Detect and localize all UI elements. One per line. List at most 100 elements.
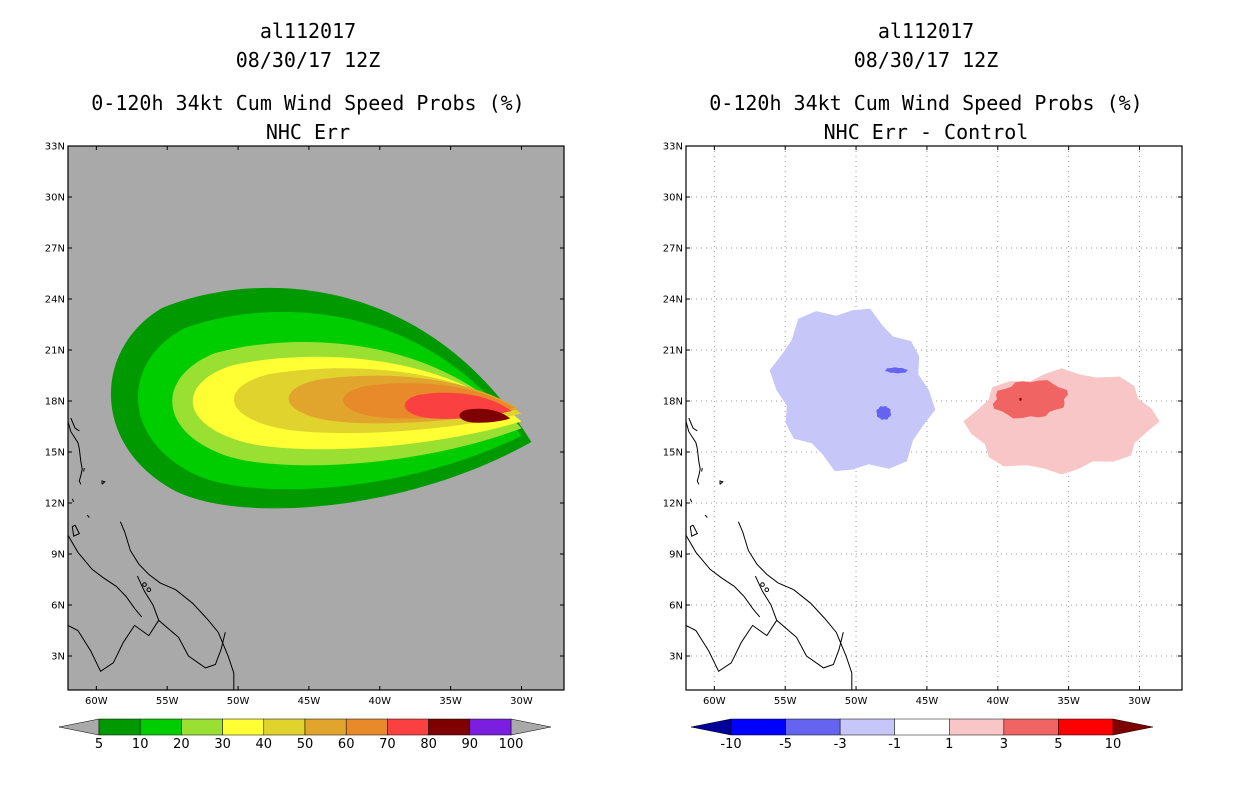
left-storm-id: al112017 bbox=[259, 19, 357, 43]
colorbar-label: 90 bbox=[462, 737, 479, 752]
colorbar-max-arrow bbox=[510, 718, 552, 736]
colorbar-label: 60 bbox=[338, 737, 355, 752]
colorbar-label: -3 bbox=[834, 737, 847, 752]
colorbar-swatch bbox=[469, 718, 512, 736]
colorbar-swatch bbox=[730, 718, 786, 736]
colorbar-label: 70 bbox=[379, 737, 396, 752]
colorbar-swatch bbox=[428, 718, 471, 736]
coastline bbox=[754, 575, 844, 669]
coastline bbox=[71, 524, 80, 537]
x-tick-label: 55W bbox=[156, 696, 179, 707]
left-map-panel: 60W 55W 50W 45W 40W 35W 30W 33N 30N 27N 24N 21N 18N 1… bbox=[45, 142, 565, 707]
colorbar-swatch bbox=[98, 718, 141, 736]
y-tick-label: 30N bbox=[45, 193, 65, 204]
x-tick-label: 40W bbox=[368, 696, 391, 707]
left-map-frame bbox=[67, 145, 565, 691]
lake-outline bbox=[760, 582, 765, 587]
colorbar-swatch bbox=[894, 718, 950, 736]
lake-outline bbox=[764, 587, 770, 593]
colorbar-swatch bbox=[1058, 718, 1114, 736]
colorbar-label: -5 bbox=[779, 737, 792, 752]
x-tick-label: 35W bbox=[439, 696, 462, 707]
colorbar-swatch bbox=[949, 718, 1005, 736]
coastline bbox=[119, 521, 235, 690]
right-map-panel: 60W 55W 50W 45W 40W 35W 30W 33N 30N 27N 24N 21N 18N 1… bbox=[663, 142, 1183, 707]
contour-80 bbox=[459, 408, 511, 423]
y-tick-label: 3N bbox=[669, 652, 683, 663]
colorbar-min-arrow bbox=[690, 718, 732, 736]
lake-outline bbox=[142, 582, 147, 587]
x-tick-label: 45W bbox=[298, 696, 321, 707]
y-tick-label: 21N bbox=[663, 346, 683, 357]
y-tick-label: 21N bbox=[45, 346, 65, 357]
colorbar-label: 50 bbox=[297, 737, 314, 752]
coastline bbox=[686, 421, 701, 485]
right-storm-id: al112017 bbox=[877, 19, 975, 43]
colorbar-label: 3 bbox=[1000, 737, 1008, 752]
y-tick-label: 6N bbox=[669, 601, 683, 612]
colorbar-swatch bbox=[139, 718, 182, 736]
coastline bbox=[68, 535, 143, 618]
y-tick-label: 24N bbox=[45, 295, 65, 306]
y-tick-label: 18N bbox=[45, 397, 65, 408]
colorbar-label: -10 bbox=[720, 737, 741, 752]
x-tick-label: 60W bbox=[85, 696, 108, 707]
coastline bbox=[688, 417, 698, 432]
colorbar-swatch bbox=[1003, 718, 1059, 736]
colorbar-label: 1 bbox=[945, 737, 953, 752]
coastline bbox=[686, 535, 761, 618]
y-tick-label: 12N bbox=[663, 499, 683, 510]
x-tick-label: 50W bbox=[845, 696, 868, 707]
right-title: 0-120h 34kt Cum Wind Speed Probs (%) bbox=[709, 91, 1143, 115]
y-tick-label: 6N bbox=[51, 601, 65, 612]
x-tick-label: 50W bbox=[227, 696, 250, 707]
x-tick-label: 30W bbox=[1128, 696, 1151, 707]
y-tick-label: 15N bbox=[45, 448, 65, 459]
y-tick-label: 18N bbox=[663, 397, 683, 408]
colorbar-swatch bbox=[345, 718, 388, 736]
y-tick-label: 30N bbox=[663, 193, 683, 204]
right-colorbar: -10 -5 -3 -1 1 3 5 10 bbox=[690, 718, 1154, 752]
right-map-frame bbox=[685, 145, 1183, 691]
colorbar-label: 20 bbox=[173, 737, 190, 752]
coastline bbox=[136, 575, 226, 669]
coastline bbox=[701, 467, 703, 472]
y-tick-label: 12N bbox=[45, 499, 65, 510]
coastline bbox=[689, 524, 698, 537]
y-tick-label: 24N bbox=[663, 295, 683, 306]
coastline bbox=[86, 514, 90, 518]
y-tick-label: 3N bbox=[51, 652, 65, 663]
colorbar-swatch bbox=[181, 718, 223, 736]
colorbar-label: 30 bbox=[214, 737, 231, 752]
difference-region--3 bbox=[876, 405, 892, 420]
y-tick-label: 15N bbox=[663, 448, 683, 459]
colorbar-label: 10 bbox=[1105, 737, 1122, 752]
coastline bbox=[686, 620, 778, 673]
coastline bbox=[704, 514, 708, 518]
y-tick-label: 27N bbox=[663, 244, 683, 255]
difference-region-3 bbox=[992, 380, 1068, 419]
coastline bbox=[689, 498, 693, 503]
colorbar-max-arrow bbox=[1112, 718, 1154, 736]
y-tick-label: 33N bbox=[45, 142, 65, 153]
colorbar-label: -1 bbox=[888, 737, 901, 752]
colorbar-label: 40 bbox=[256, 737, 273, 752]
left-title: 0-120h 34kt Cum Wind Speed Probs (%) bbox=[91, 91, 525, 115]
difference-region--1 bbox=[769, 308, 936, 472]
left-date: 08/30/17 12Z bbox=[235, 48, 381, 72]
x-tick-label: 30W bbox=[510, 696, 533, 707]
y-tick-label: 9N bbox=[51, 550, 65, 561]
coastline bbox=[737, 521, 853, 690]
coastline bbox=[101, 480, 106, 485]
colorbar-swatch bbox=[222, 718, 265, 736]
x-tick-label: 40W bbox=[986, 696, 1009, 707]
colorbar-label: 5 bbox=[1054, 737, 1062, 752]
left-subtitle: NHC Err bbox=[265, 120, 351, 144]
x-tick-label: 60W bbox=[703, 696, 726, 707]
right-date: 08/30/17 12Z bbox=[853, 48, 999, 72]
coastline bbox=[83, 467, 85, 472]
left-colorbar: 5 10 20 30 40 50 60 70 80 90 100 bbox=[58, 718, 552, 752]
colorbar-label: 80 bbox=[420, 737, 437, 752]
x-tick-label: 35W bbox=[1057, 696, 1080, 707]
